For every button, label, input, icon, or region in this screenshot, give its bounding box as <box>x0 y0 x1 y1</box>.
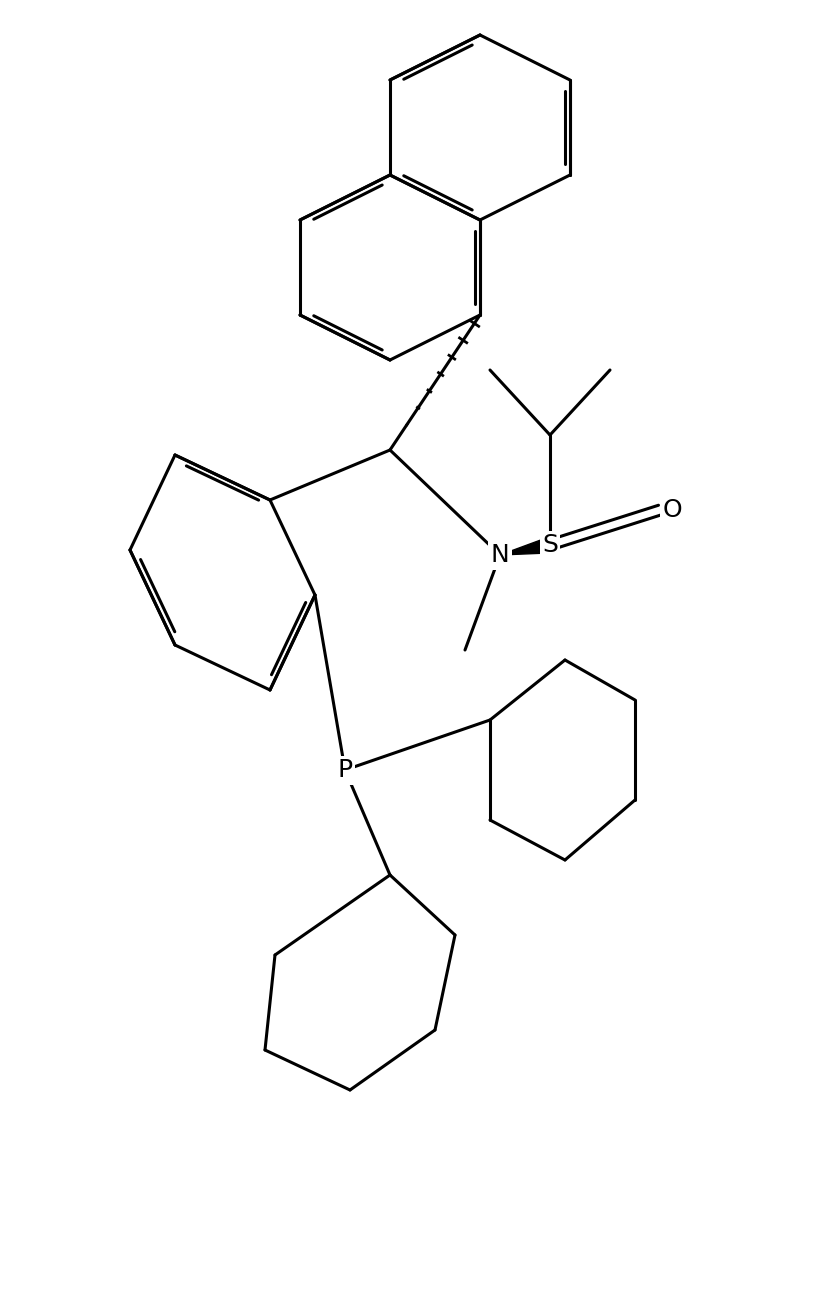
Text: S: S <box>542 533 558 557</box>
Text: N: N <box>491 543 509 566</box>
Text: O: O <box>662 497 681 522</box>
Text: P: P <box>338 758 353 783</box>
Polygon shape <box>500 538 552 555</box>
